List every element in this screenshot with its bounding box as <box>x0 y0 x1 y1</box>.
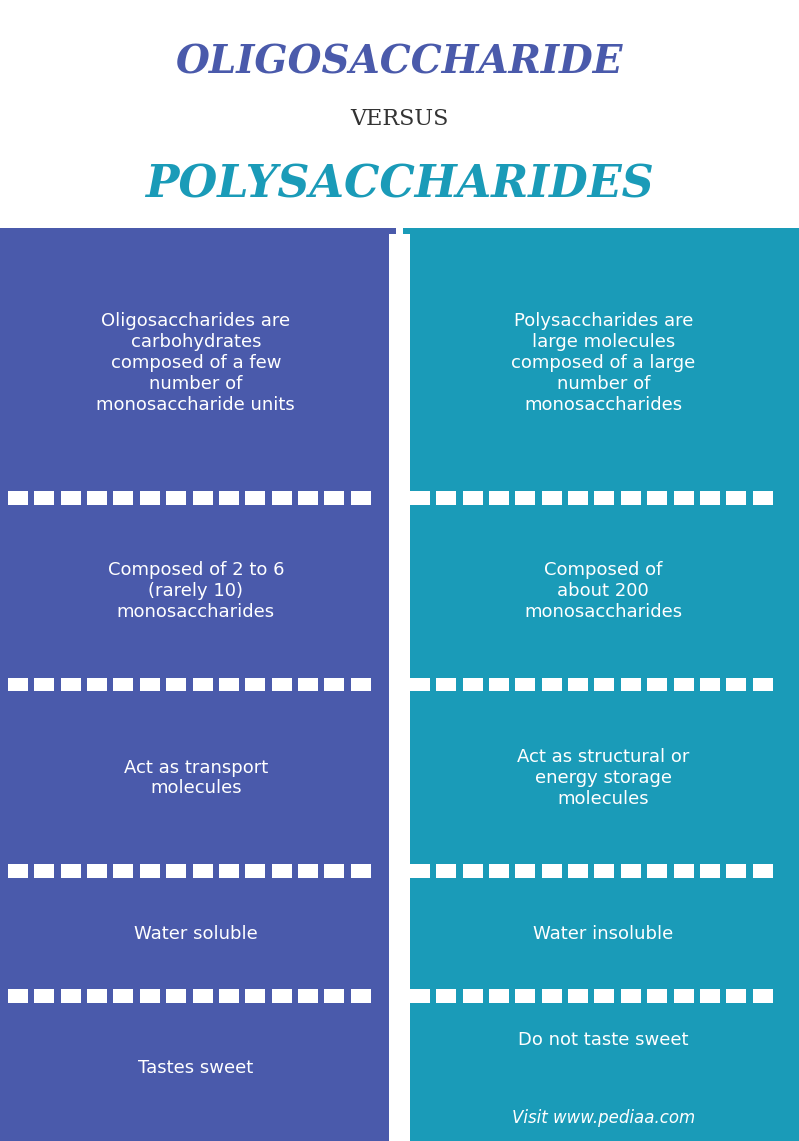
FancyBboxPatch shape <box>753 865 773 879</box>
FancyBboxPatch shape <box>324 865 344 879</box>
FancyBboxPatch shape <box>753 989 773 1003</box>
FancyBboxPatch shape <box>700 678 720 691</box>
FancyBboxPatch shape <box>166 491 186 504</box>
FancyBboxPatch shape <box>515 491 535 504</box>
FancyBboxPatch shape <box>647 491 667 504</box>
FancyBboxPatch shape <box>193 865 213 879</box>
FancyBboxPatch shape <box>753 491 773 504</box>
FancyBboxPatch shape <box>568 865 588 879</box>
FancyBboxPatch shape <box>219 989 239 1003</box>
Text: Visit www.pediaa.com: Visit www.pediaa.com <box>511 1109 695 1127</box>
FancyBboxPatch shape <box>594 989 614 1003</box>
FancyBboxPatch shape <box>8 491 28 504</box>
FancyBboxPatch shape <box>621 865 641 879</box>
FancyBboxPatch shape <box>594 491 614 504</box>
FancyBboxPatch shape <box>403 228 799 234</box>
Text: Water soluble: Water soluble <box>134 924 257 942</box>
FancyBboxPatch shape <box>621 989 641 1003</box>
FancyBboxPatch shape <box>166 678 186 691</box>
FancyBboxPatch shape <box>542 491 562 504</box>
FancyBboxPatch shape <box>674 491 694 504</box>
FancyBboxPatch shape <box>245 491 265 504</box>
Text: VERSUS: VERSUS <box>350 107 449 130</box>
FancyBboxPatch shape <box>298 989 318 1003</box>
FancyBboxPatch shape <box>568 989 588 1003</box>
FancyBboxPatch shape <box>61 865 81 879</box>
FancyBboxPatch shape <box>389 228 410 1141</box>
Text: Act as structural or
energy storage
molecules: Act as structural or energy storage mole… <box>517 748 690 808</box>
FancyBboxPatch shape <box>436 678 456 691</box>
FancyBboxPatch shape <box>272 865 292 879</box>
FancyBboxPatch shape <box>403 228 799 1141</box>
FancyBboxPatch shape <box>87 491 107 504</box>
FancyBboxPatch shape <box>324 678 344 691</box>
FancyBboxPatch shape <box>647 865 667 879</box>
FancyBboxPatch shape <box>515 865 535 879</box>
FancyBboxPatch shape <box>726 678 746 691</box>
FancyBboxPatch shape <box>700 865 720 879</box>
FancyBboxPatch shape <box>219 678 239 691</box>
FancyBboxPatch shape <box>436 865 456 879</box>
FancyBboxPatch shape <box>140 865 160 879</box>
FancyBboxPatch shape <box>542 989 562 1003</box>
FancyBboxPatch shape <box>674 989 694 1003</box>
Text: Act as transport
molecules: Act as transport molecules <box>124 759 268 798</box>
FancyBboxPatch shape <box>621 491 641 504</box>
FancyBboxPatch shape <box>166 865 186 879</box>
FancyBboxPatch shape <box>272 989 292 1003</box>
FancyBboxPatch shape <box>34 491 54 504</box>
FancyBboxPatch shape <box>324 989 344 1003</box>
FancyBboxPatch shape <box>351 865 371 879</box>
FancyBboxPatch shape <box>272 491 292 504</box>
FancyBboxPatch shape <box>166 989 186 1003</box>
FancyBboxPatch shape <box>700 491 720 504</box>
FancyBboxPatch shape <box>8 678 28 691</box>
FancyBboxPatch shape <box>34 865 54 879</box>
FancyBboxPatch shape <box>436 989 456 1003</box>
FancyBboxPatch shape <box>410 678 430 691</box>
FancyBboxPatch shape <box>87 989 107 1003</box>
FancyBboxPatch shape <box>647 989 667 1003</box>
FancyBboxPatch shape <box>351 989 371 1003</box>
FancyBboxPatch shape <box>8 865 28 879</box>
Text: Oligosaccharides are
carbohydrates
composed of a few
number of
monosaccharide un: Oligosaccharides are carbohydrates compo… <box>97 313 295 414</box>
FancyBboxPatch shape <box>61 678 81 691</box>
FancyBboxPatch shape <box>0 228 396 234</box>
FancyBboxPatch shape <box>542 678 562 691</box>
FancyBboxPatch shape <box>489 989 509 1003</box>
FancyBboxPatch shape <box>193 678 213 691</box>
FancyBboxPatch shape <box>594 678 614 691</box>
FancyBboxPatch shape <box>245 989 265 1003</box>
FancyBboxPatch shape <box>8 989 28 1003</box>
FancyBboxPatch shape <box>463 989 483 1003</box>
FancyBboxPatch shape <box>298 678 318 691</box>
FancyBboxPatch shape <box>219 491 239 504</box>
FancyBboxPatch shape <box>324 491 344 504</box>
FancyBboxPatch shape <box>87 865 107 879</box>
FancyBboxPatch shape <box>113 678 133 691</box>
FancyBboxPatch shape <box>193 491 213 504</box>
FancyBboxPatch shape <box>515 989 535 1003</box>
FancyBboxPatch shape <box>647 678 667 691</box>
FancyBboxPatch shape <box>410 491 430 504</box>
FancyBboxPatch shape <box>726 865 746 879</box>
FancyBboxPatch shape <box>568 678 588 691</box>
FancyBboxPatch shape <box>0 228 396 1141</box>
FancyBboxPatch shape <box>219 865 239 879</box>
FancyBboxPatch shape <box>726 491 746 504</box>
FancyBboxPatch shape <box>568 491 588 504</box>
FancyBboxPatch shape <box>436 491 456 504</box>
FancyBboxPatch shape <box>272 678 292 691</box>
FancyBboxPatch shape <box>515 678 535 691</box>
Text: POLYSACCHARIDES: POLYSACCHARIDES <box>145 163 654 207</box>
FancyBboxPatch shape <box>594 865 614 879</box>
FancyBboxPatch shape <box>489 678 509 691</box>
Text: Composed of 2 to 6
(rarely 10)
monosaccharides: Composed of 2 to 6 (rarely 10) monosacch… <box>108 561 284 621</box>
FancyBboxPatch shape <box>351 678 371 691</box>
FancyBboxPatch shape <box>410 865 430 879</box>
FancyBboxPatch shape <box>674 678 694 691</box>
Text: Do not taste sweet: Do not taste sweet <box>518 1030 689 1049</box>
FancyBboxPatch shape <box>61 989 81 1003</box>
FancyBboxPatch shape <box>113 865 133 879</box>
FancyBboxPatch shape <box>700 989 720 1003</box>
